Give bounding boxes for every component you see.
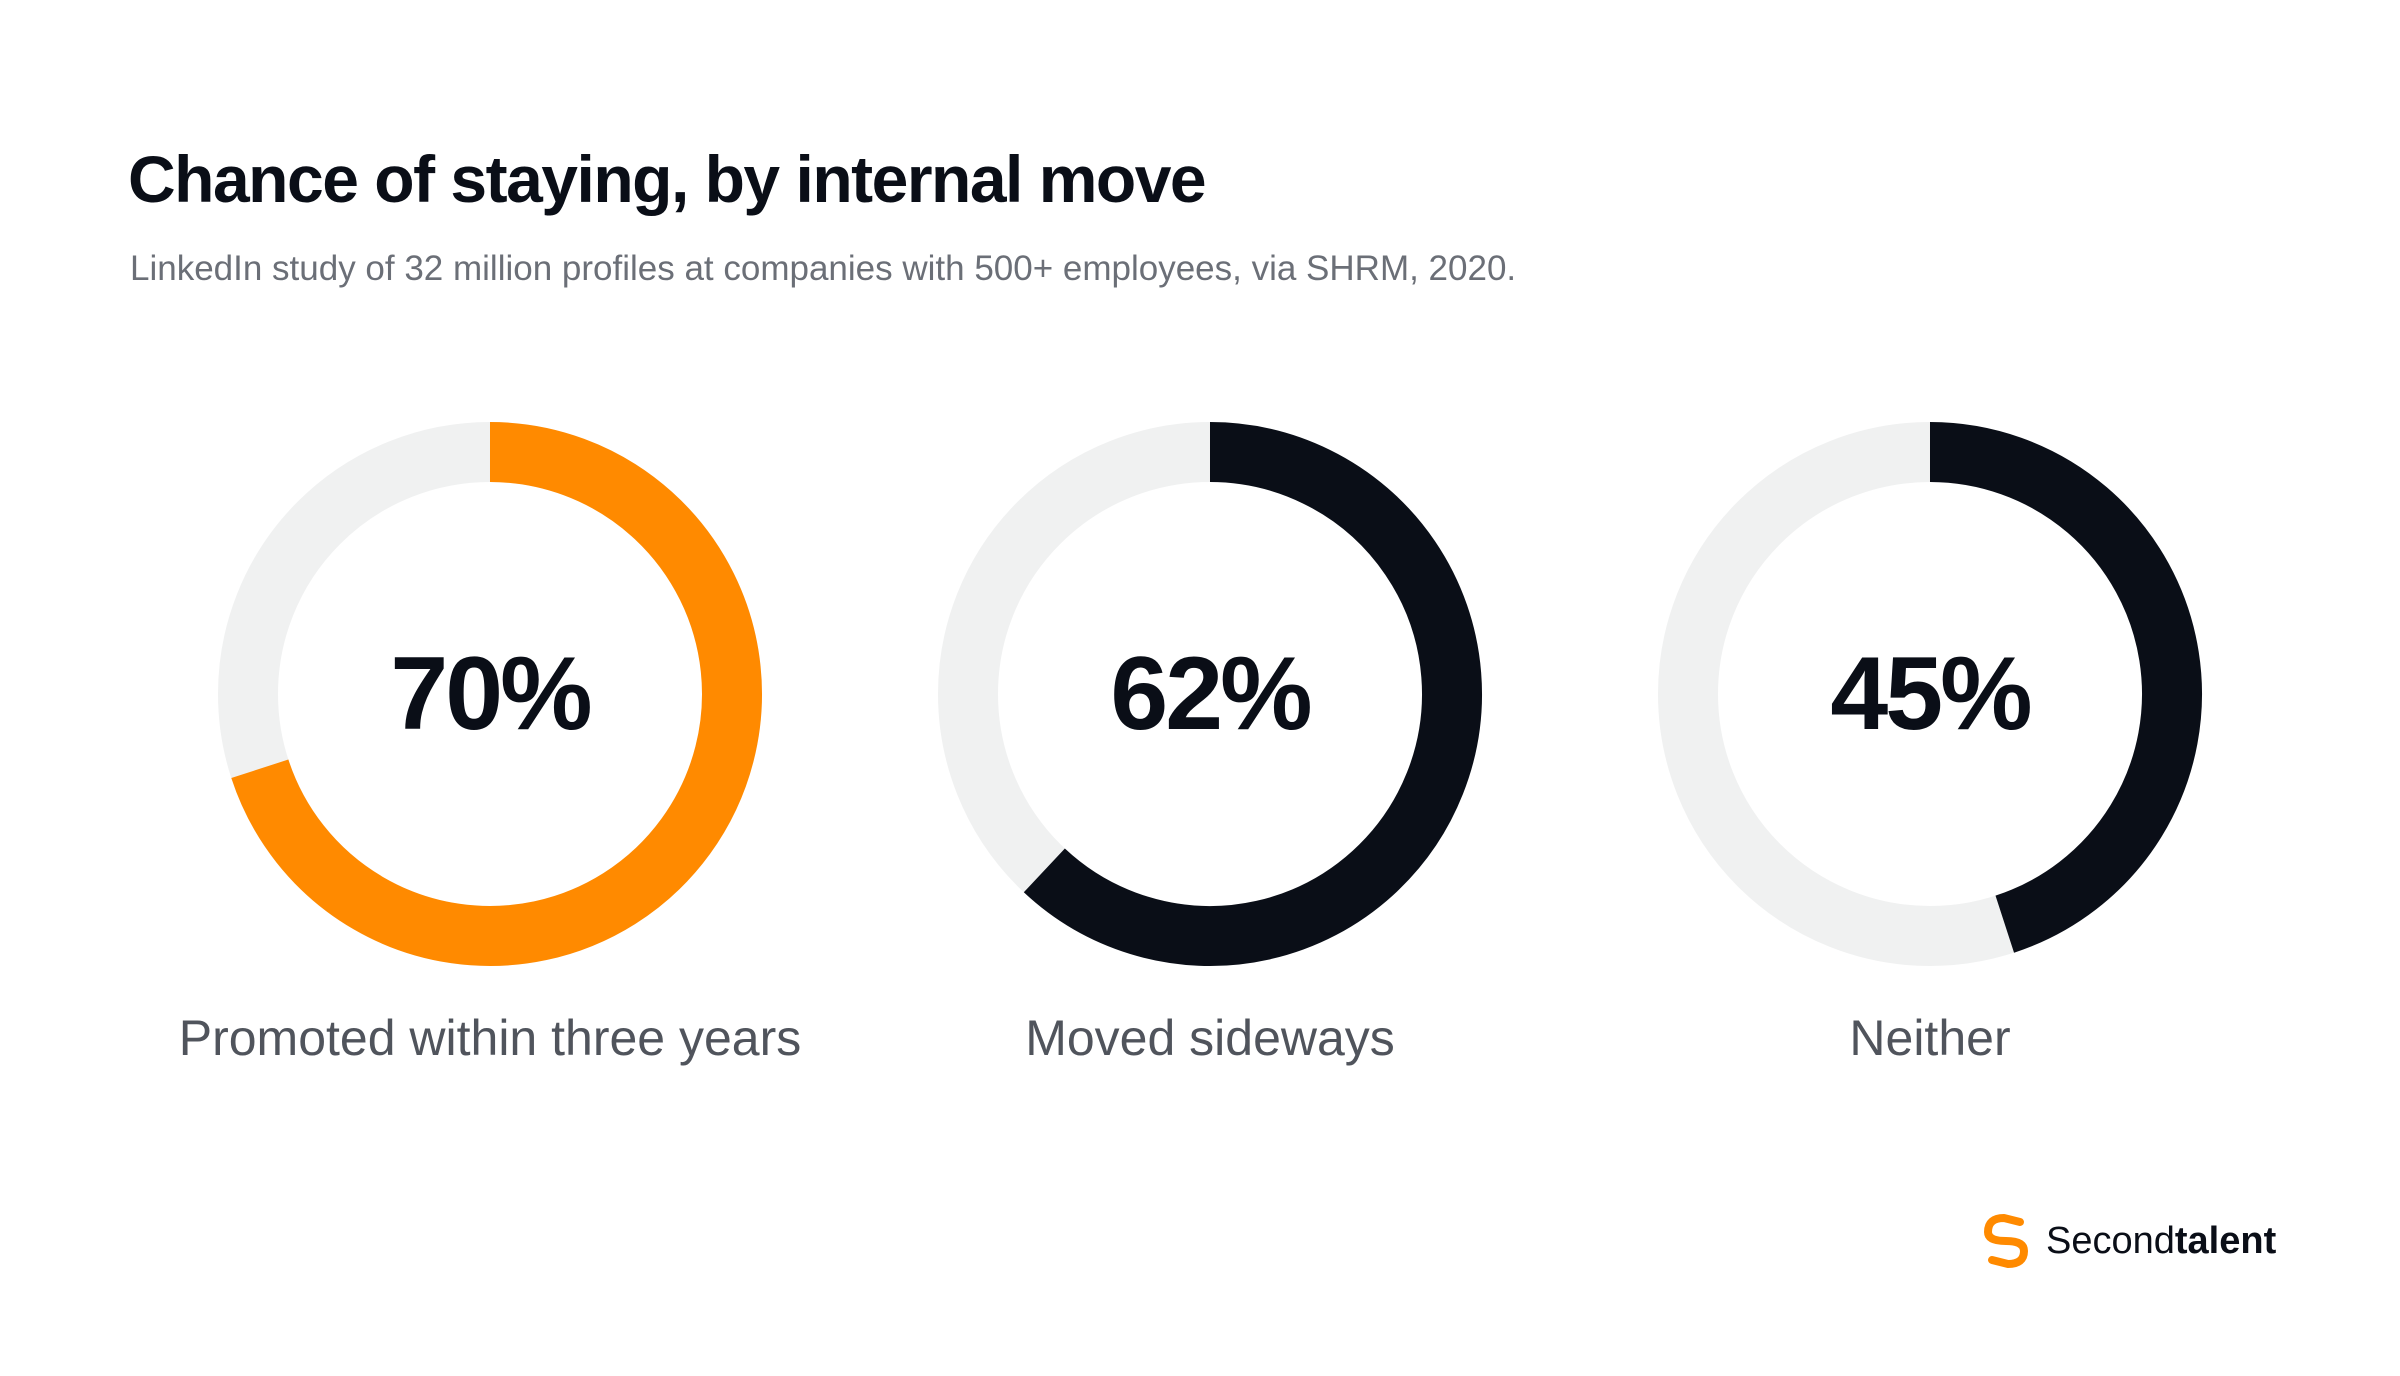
donut-value-neither: 45%: [1830, 636, 2030, 752]
donut-label-promoted: Promoted within three years: [178, 1010, 802, 1066]
logo-wordmark-regular: Second: [2046, 1219, 2175, 1262]
donut-value-moved-sideways: 62%: [1110, 636, 1310, 752]
donut-label-neither: Neither: [1849, 1010, 2011, 1066]
donut-label-moved-sideways: Moved sideways: [1025, 1010, 1395, 1066]
donut-arc-neither: [1929, 422, 2202, 953]
donut-arc-promoted: [231, 422, 762, 966]
chart-subtitle: LinkedIn study of 32 million profiles at…: [130, 249, 1517, 288]
secondtalent-s-logo-icon: [1984, 1214, 2028, 1268]
logo-wordmark-bold: talent: [2174, 1219, 2277, 1262]
donut-arc-moved-sideways: [1023, 422, 1482, 966]
chart-title: Chance of staying, by internal move: [128, 142, 1207, 216]
logo-wordmark: Secondtalent: [2046, 1220, 2276, 1263]
donut-value-promoted: 70%: [390, 636, 590, 752]
secondtalent-logo: Secondtalent: [1980, 1212, 2276, 1270]
